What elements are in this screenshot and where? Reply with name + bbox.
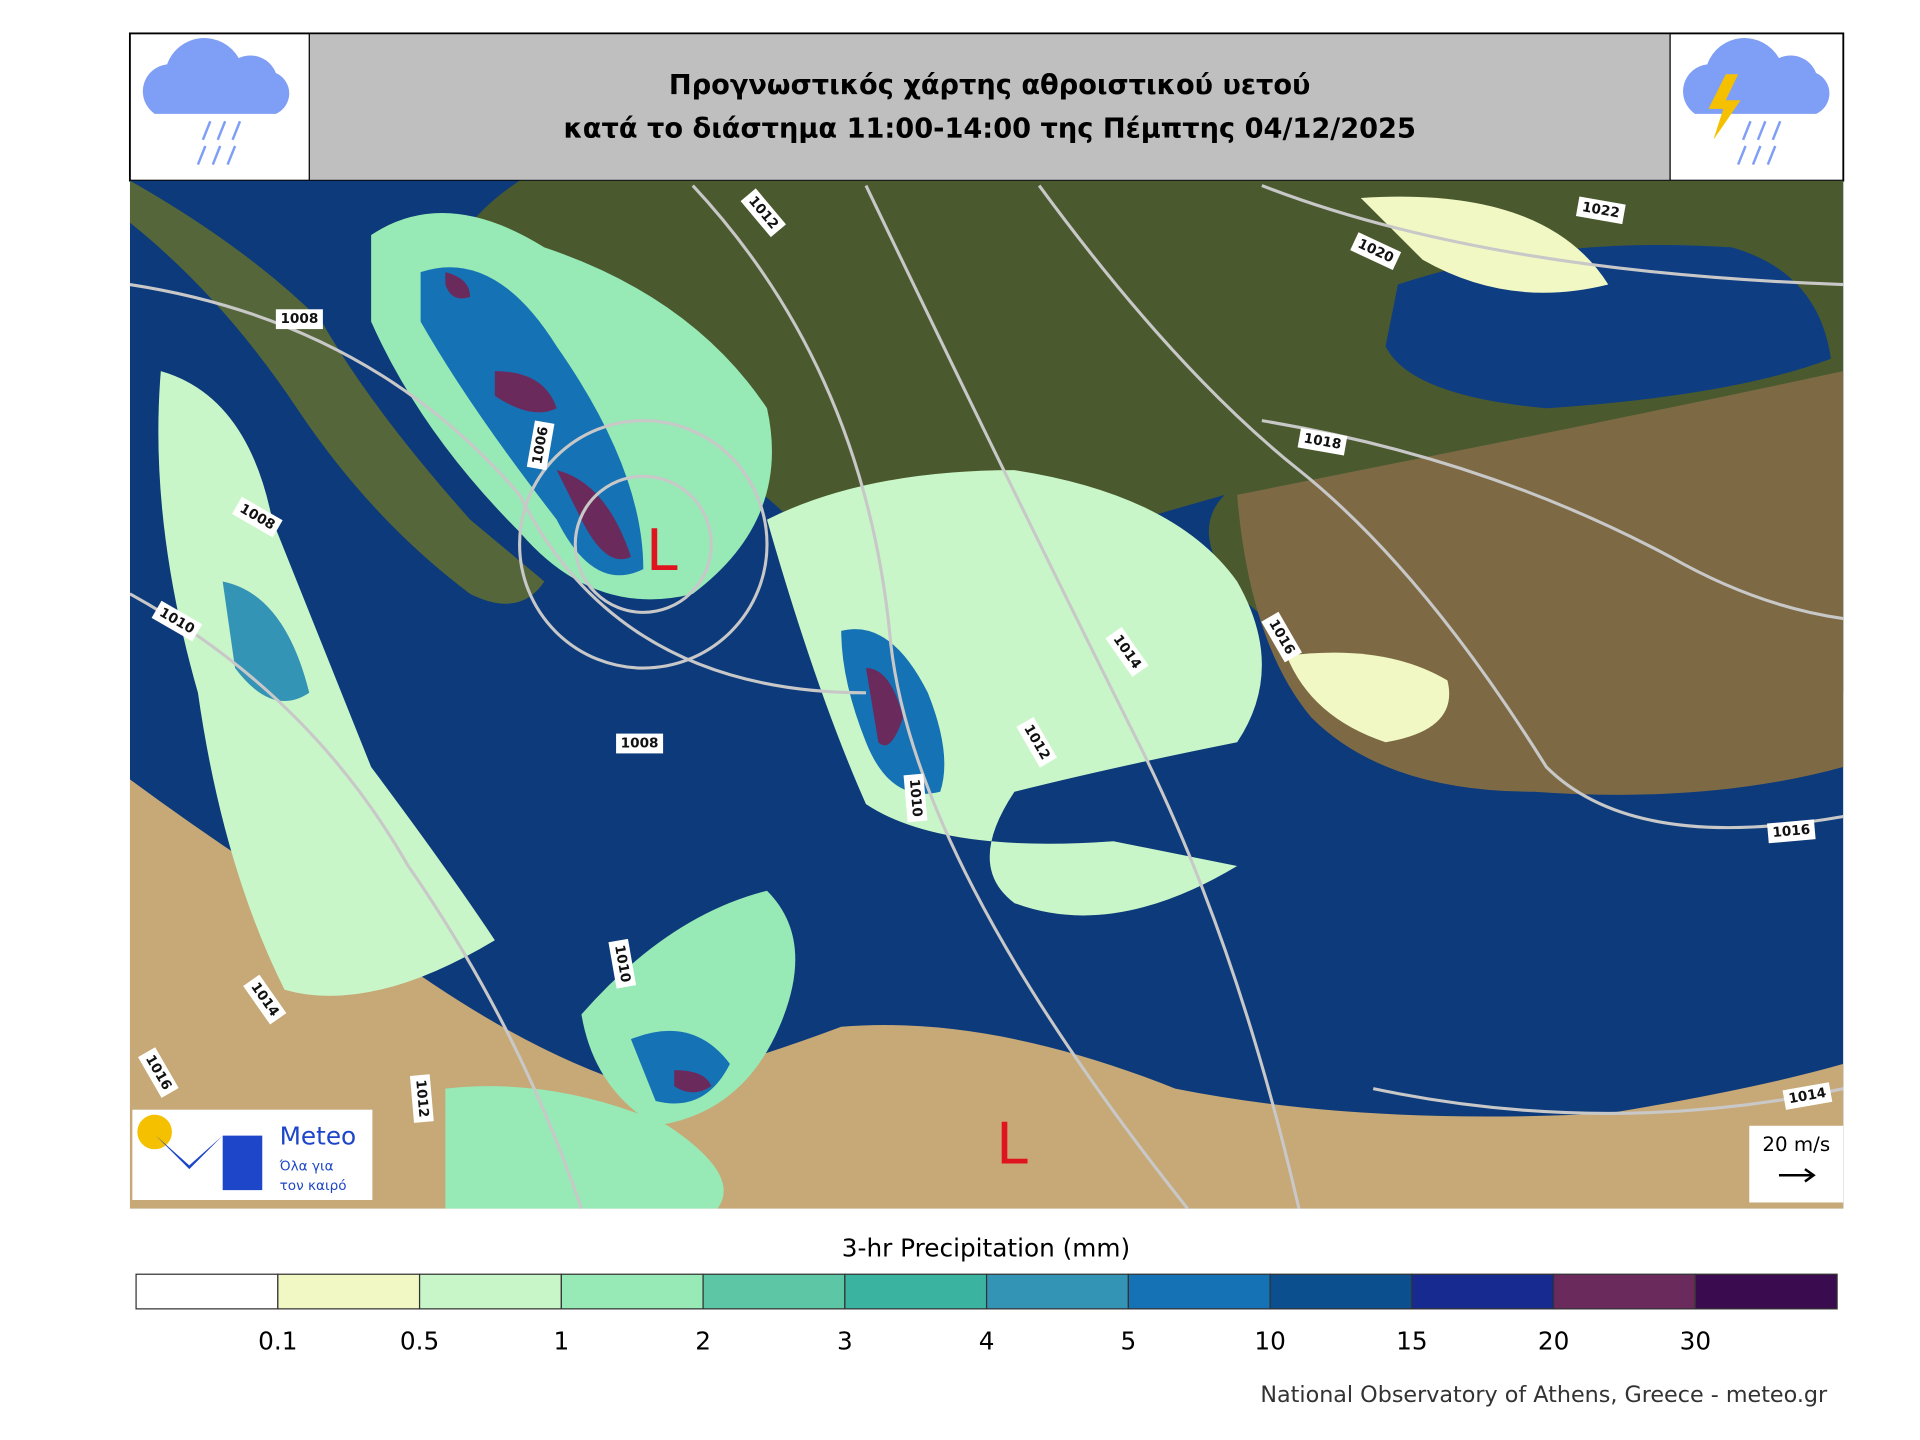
isobar-label-bg [903,773,928,823]
isobar-label: 1010 [608,938,637,989]
colorbar-label: 10 [1254,1326,1285,1355]
isobar-label-bg [275,309,323,330]
isobar-label-bg [1575,196,1626,225]
colorbar-swatch [1552,1273,1696,1310]
logo-slogan: τον καιρό [280,1178,347,1194]
low-marker: L [646,518,678,584]
wind-scale-box [1749,1125,1844,1203]
colorbar-swatch [985,1273,1129,1310]
legend-title: 3-hr Precipitation (mm) [842,1233,1130,1262]
credit: National Observatory of Athens, Greece -… [1260,1382,1828,1408]
wind-scale-arrow [1778,1168,1816,1183]
isobar-label-bg [608,938,637,989]
isobar-label-bg [1105,627,1149,677]
colorbar-label: 30 [1680,1326,1711,1355]
isobar-label-bg [409,1074,434,1123]
colorbar-label: 0.5 [400,1326,439,1355]
isobar-label-text: 1014 [1787,1085,1827,1107]
colorbar-swatch [702,1273,846,1310]
precipitation [158,196,1609,1209]
title: Προγνωστικός χάρτης αθροιστικού υετού [669,70,1311,101]
wind-scale-label: 20 m/s [1762,1133,1830,1156]
storm-icon [1683,38,1830,165]
isobar-label: 1008 [616,733,664,754]
isobar-label-bg [1261,611,1302,663]
isobar-label-text: 1008 [280,311,318,327]
isobar-label: 1018 [1297,427,1348,456]
isobar-label-text: 1008 [621,736,659,752]
colorbar-swatch [1269,1273,1413,1310]
colorbar-label: 20 [1538,1326,1569,1355]
isobar-label-bg [616,733,664,754]
isobar-label-bg [1350,232,1402,271]
isobar-label-text: 1012 [412,1079,431,1118]
land-italy [129,180,545,604]
colorbar-swatch [844,1273,988,1310]
isobar-label-text: 1010 [906,778,925,817]
title: κατά το διάστημα 11:00-14:00 της Πέμπτης… [563,113,1415,144]
isobar-label-text: 1016 [1772,822,1811,841]
isobar-label-bg [526,420,555,471]
isobar-label-bg [1767,819,1816,844]
isobar-label: 1006 [526,420,555,471]
colorbar-label: 15 [1396,1326,1427,1355]
colorbar-swatch [135,1273,279,1310]
isobar-label-bg [232,496,283,538]
colorbar-swatch [277,1273,421,1310]
isobar-label-text: 1006 [529,425,551,465]
isobar-label-bg [1782,1082,1833,1110]
isobar-label-bg [138,1047,179,1098]
isobar-label: 1014 [1782,1082,1833,1110]
colorbar-label: 0.1 [258,1326,297,1355]
isobar-label: 1012 [1016,716,1058,768]
isobar-label-text: 1010 [611,944,633,984]
isobar-label-bg [151,600,203,642]
isobar-label: 1010 [903,773,928,823]
logo: Meteo Όλα για τον καιρό [132,1109,373,1200]
logo-name: Meteo [280,1121,357,1150]
isobar-label-bg [740,188,786,238]
header-band [309,34,1671,180]
colorbar-swatch [418,1273,562,1310]
logo-slogan: Όλα για [279,1158,334,1174]
isobars [129,184,1844,1209]
colorbar-label: 4 [979,1326,995,1355]
colorbar-label: 3 [837,1326,853,1355]
colorbar-swatch [1411,1273,1555,1310]
colorbar: 0.1 0.5 1 2 3 4 5 10 15 20 30 [135,1273,1838,1355]
isobar-label: 1022 [1575,196,1626,225]
rain-icon [142,38,290,165]
isobar-label-bg [1016,716,1058,768]
colorbar-label: 1 [553,1326,569,1355]
isobar-label-bg [1297,427,1348,456]
isobar-label-text: 1018 [1302,430,1342,452]
isobar-label-text: 1022 [1581,199,1621,221]
colorbar-label: 2 [695,1326,711,1355]
isobar-label: 1008 [275,309,323,330]
colorbar-swatch [1127,1273,1271,1310]
low-marker: L [996,1112,1028,1178]
colorbar-swatch [1694,1273,1838,1310]
colorbar-swatch [560,1273,704,1310]
isobar-label: 1016 [1767,819,1816,844]
colorbar-label: 5 [1120,1326,1136,1355]
isobar-label-bg [243,974,287,1025]
isobar-label: 1012 [409,1074,434,1123]
